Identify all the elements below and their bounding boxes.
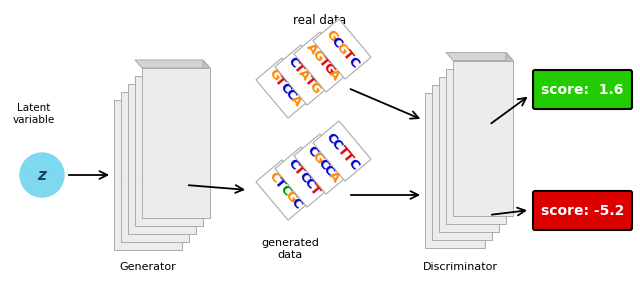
Bar (142, 68, 210, 218)
Text: T: T (340, 48, 355, 63)
Text: C: C (328, 35, 344, 50)
FancyBboxPatch shape (533, 70, 632, 109)
Bar (439, 76, 499, 231)
Text: C: C (321, 163, 337, 178)
Text: T: T (271, 74, 287, 89)
Text: real data: real data (293, 14, 347, 27)
Text: C: C (323, 130, 339, 146)
Polygon shape (294, 134, 352, 194)
Text: G: G (320, 60, 337, 77)
Polygon shape (275, 45, 333, 105)
Text: C: C (296, 169, 312, 185)
Circle shape (20, 153, 64, 197)
Polygon shape (256, 160, 314, 220)
Text: G: G (266, 67, 282, 83)
Polygon shape (203, 60, 210, 218)
Bar (135, 76, 203, 226)
Text: T: T (271, 176, 287, 191)
Text: A: A (304, 41, 321, 57)
Polygon shape (506, 52, 513, 215)
Text: C: C (285, 54, 301, 70)
Text: G: G (323, 28, 340, 44)
Text: T: T (301, 74, 317, 89)
Text: z: z (38, 168, 47, 183)
Polygon shape (256, 58, 314, 118)
Text: C: C (285, 156, 301, 172)
Text: C: C (277, 182, 293, 198)
Text: Discriminator: Discriminator (422, 262, 497, 272)
Text: generated
data: generated data (261, 238, 319, 260)
Text: C: C (304, 143, 320, 159)
Bar (425, 93, 485, 247)
Bar (432, 84, 492, 239)
Text: score:  1.6: score: 1.6 (541, 83, 624, 96)
Bar (114, 100, 182, 250)
Text: C: C (277, 80, 293, 96)
Polygon shape (446, 52, 513, 60)
Text: T: T (291, 163, 307, 178)
Text: T: T (334, 143, 350, 159)
Text: C: C (315, 156, 331, 172)
Text: A: A (326, 169, 342, 185)
Text: C: C (282, 87, 298, 102)
Bar (453, 60, 513, 215)
Bar (446, 68, 506, 223)
Polygon shape (135, 60, 210, 68)
Text: G: G (309, 47, 326, 64)
Text: C: C (288, 195, 304, 211)
Text: G: G (309, 149, 326, 166)
Text: T: T (291, 61, 307, 76)
Text: C: C (345, 156, 361, 172)
Text: T: T (315, 54, 331, 70)
Text: G: G (333, 41, 351, 57)
Text: C: C (345, 54, 361, 70)
Text: score: -5.2: score: -5.2 (541, 204, 624, 218)
Text: Latent
variable: Latent variable (13, 103, 55, 125)
Text: A: A (287, 93, 304, 109)
Text: A: A (326, 67, 342, 83)
Text: Generator: Generator (120, 262, 177, 272)
Text: C: C (266, 169, 282, 185)
Text: C: C (301, 176, 317, 192)
Text: T: T (340, 150, 355, 165)
Polygon shape (275, 147, 333, 207)
Polygon shape (313, 121, 371, 181)
Text: G: G (307, 80, 323, 96)
Polygon shape (294, 32, 352, 92)
Bar (121, 92, 189, 242)
Text: C: C (328, 137, 344, 152)
Text: A: A (296, 67, 312, 83)
Polygon shape (313, 19, 371, 79)
Text: T: T (307, 182, 323, 198)
Bar (128, 84, 196, 234)
FancyBboxPatch shape (533, 191, 632, 230)
Text: G: G (282, 188, 299, 205)
